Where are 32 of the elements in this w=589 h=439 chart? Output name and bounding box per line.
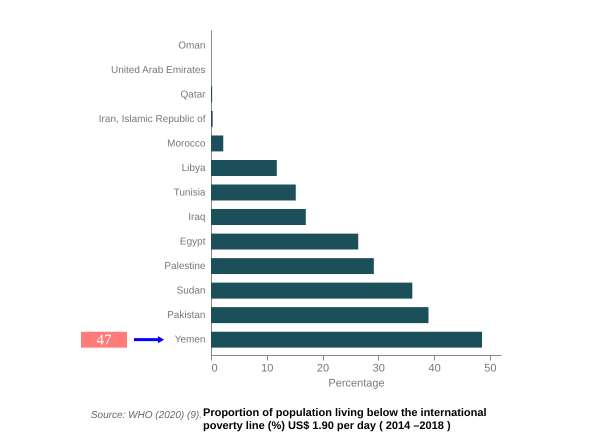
y-tick-label: Egypt <box>180 236 206 248</box>
y-tick-label: Libya <box>182 162 206 174</box>
source-note: Source: WHO (2020) (9). <box>90 410 202 421</box>
y-tick-label: Iran, Islamic Republic of <box>98 114 206 125</box>
bar <box>211 184 296 200</box>
x-tick-label: 50 <box>484 362 496 374</box>
y-tick-label: United Arab Emirates <box>111 64 206 76</box>
x-tick-label: 30 <box>372 362 385 374</box>
x-tick-label: 10 <box>261 362 274 374</box>
y-tick-label: Palestine <box>164 261 206 272</box>
y-tick-label: Oman <box>178 40 206 52</box>
y-tick-label: Morocco <box>167 138 206 150</box>
x-tick-label: 40 <box>428 362 441 374</box>
y-tick-label: Pakistan <box>167 310 206 322</box>
bar <box>211 135 224 152</box>
x-tick-label: 0 <box>212 362 218 374</box>
y-tick-label: Iraq <box>188 212 206 224</box>
x-tick-label: 20 <box>316 362 330 374</box>
y-tick-label: Sudan <box>176 286 206 297</box>
bar <box>211 160 277 176</box>
bar <box>211 282 412 299</box>
x-axis-title: Percentage <box>328 378 385 390</box>
y-tick-label: Tunisia <box>174 188 206 198</box>
bar <box>211 307 428 324</box>
bar <box>211 209 306 225</box>
y-tick-label: Yemen <box>174 334 206 346</box>
text: Proportion of population living below the international poverty line (%) US$ 1.90 per day ( 2014 –2018 ) <box>203 407 487 432</box>
bar <box>211 332 482 348</box>
text: 47 <box>96 332 112 349</box>
bar <box>211 234 358 250</box>
y-tick-label: Qatar <box>180 89 206 100</box>
bar <box>211 258 374 274</box>
